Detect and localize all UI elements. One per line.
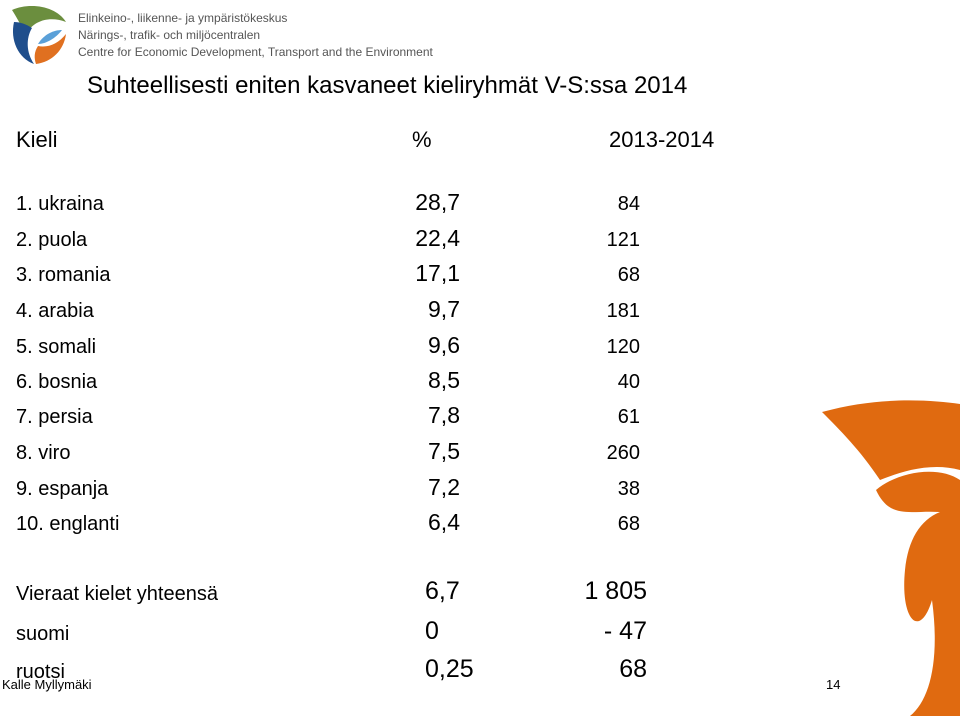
- total-label: suomi: [16, 623, 70, 645]
- change: 260: [606, 442, 640, 464]
- language: 1. ukraina: [16, 193, 104, 215]
- logo: [12, 6, 66, 64]
- change: 68: [617, 264, 640, 286]
- change: 121: [606, 229, 640, 251]
- percent: 6,4: [428, 509, 460, 535]
- change: 68: [617, 513, 640, 535]
- percent: 22,4: [415, 225, 460, 251]
- column-header: Kieli: [16, 127, 58, 152]
- language: 7. persia: [16, 406, 93, 428]
- total-percent: 6,7: [425, 577, 460, 605]
- change: 84: [617, 193, 640, 215]
- change: 40: [617, 371, 640, 393]
- percent: 7,2: [428, 474, 460, 500]
- percent: 28,7: [415, 189, 460, 215]
- change: 181: [606, 300, 640, 322]
- percent: 8,5: [428, 367, 460, 393]
- percent: 7,8: [428, 402, 460, 428]
- org-name: Elinkeino-, liikenne- ja ympäristökeskus: [78, 11, 288, 25]
- language: 8. viro: [16, 442, 71, 464]
- change: 38: [617, 478, 640, 500]
- percent: 7,5: [428, 438, 460, 464]
- total-percent: 0,25: [425, 655, 474, 683]
- language: 2. puola: [16, 229, 88, 251]
- change: 61: [617, 406, 640, 428]
- total-percent: 0: [425, 617, 439, 645]
- language: 3. romania: [16, 264, 111, 286]
- percent: 9,7: [428, 296, 460, 322]
- total-label: ruotsi: [16, 661, 65, 683]
- total-label: Vieraat kielet yhteensä: [16, 583, 218, 605]
- org-name: Centre for Economic Development, Transpo…: [78, 45, 433, 59]
- column-header: 2013-2014: [609, 127, 715, 152]
- author: Kalle Myllymäki: [2, 677, 92, 692]
- slide-title: Suhteellisesti eniten kasvaneet kieliryh…: [87, 72, 688, 99]
- percent: 9,6: [428, 332, 460, 358]
- percent: 17,1: [415, 260, 460, 286]
- page-number: 14: [826, 677, 841, 692]
- corner-shape: [822, 400, 960, 716]
- language: 6. bosnia: [16, 371, 98, 393]
- language: 9. espanja: [16, 478, 109, 500]
- org-name: Närings-, trafik- och miljöcentralen: [78, 28, 261, 42]
- change: 120: [606, 336, 640, 358]
- language: 5. somali: [16, 336, 97, 358]
- total-change: 1 805: [584, 577, 647, 605]
- column-header: %: [412, 127, 432, 152]
- total-change: 68: [619, 655, 647, 683]
- language: 10. englanti: [16, 513, 120, 535]
- language: 4. arabia: [16, 300, 94, 322]
- total-change: - 47: [603, 617, 647, 645]
